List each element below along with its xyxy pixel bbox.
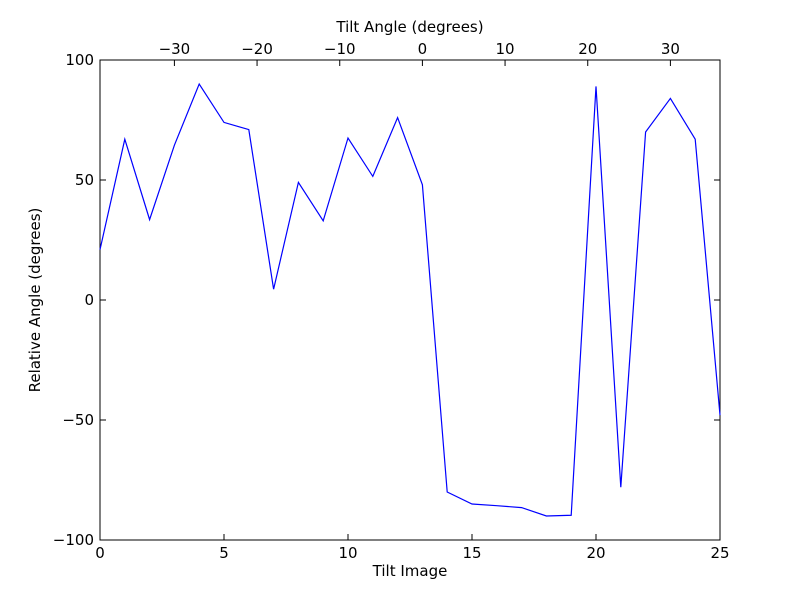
x-tick-label: 10 — [338, 544, 357, 562]
series-line — [99, 82, 721, 517]
y-axis-label: Relative Angle (degrees) — [26, 208, 44, 393]
plot-frame — [99, 59, 721, 541]
x-tick-label: 5 — [219, 544, 229, 562]
y-tick-label: 0 — [84, 291, 94, 309]
top-x-tick-label: −20 — [241, 40, 273, 58]
x-tick-label: 0 — [95, 544, 105, 562]
top-x-tick-label: 10 — [496, 40, 515, 58]
y-tick-label: 50 — [75, 171, 94, 189]
top-x-tick-label: 30 — [661, 40, 680, 58]
top-x-tick-label: 0 — [418, 40, 428, 58]
top-x-tick-label: −10 — [324, 40, 356, 58]
x-tick-label: 25 — [710, 544, 729, 562]
x-tick-label: 15 — [462, 544, 481, 562]
x-tick-label: 20 — [586, 544, 605, 562]
top-x-tick-label: 20 — [578, 40, 597, 58]
y-tick-label: −50 — [62, 411, 94, 429]
top-x-tick-label: −30 — [159, 40, 191, 58]
x-axis-label: Tilt Image — [372, 562, 448, 580]
y-tick-label: −100 — [53, 531, 94, 549]
y-tick-label: 100 — [65, 51, 94, 69]
top-x-axis-label: Tilt Angle (degrees) — [335, 18, 483, 36]
